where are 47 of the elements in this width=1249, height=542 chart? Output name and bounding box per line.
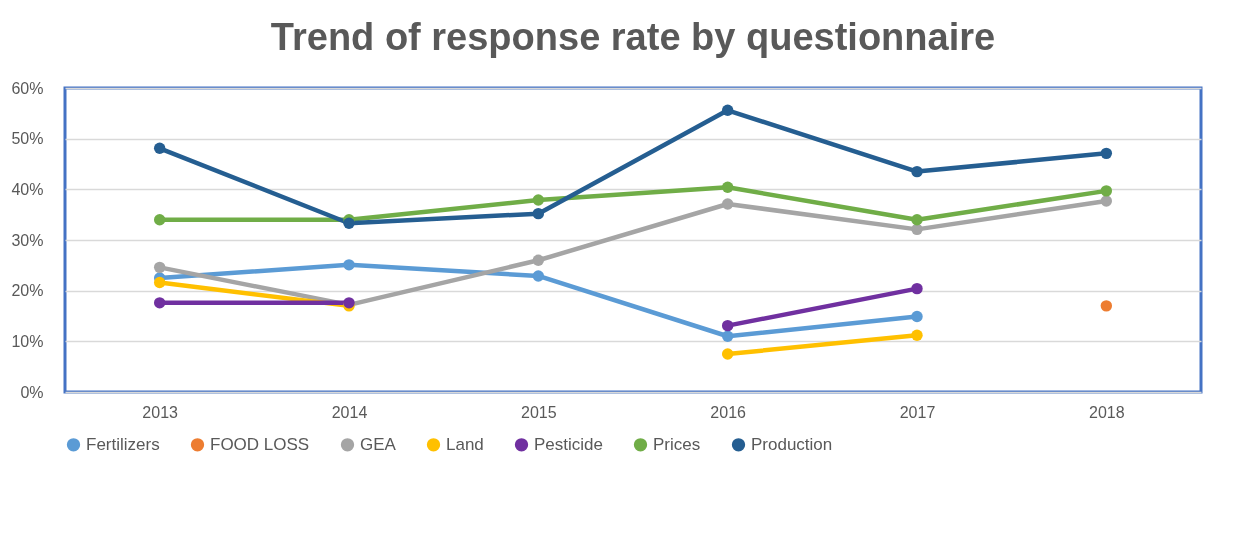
- y-tick-label: 20%: [11, 282, 44, 300]
- legend-label: Fertilizers: [86, 434, 160, 454]
- point: [153, 142, 166, 154]
- legend-label: FOOD LOSS: [210, 434, 310, 454]
- point: [721, 181, 734, 193]
- point: [911, 329, 923, 341]
- point: [911, 223, 923, 236]
- point: [721, 319, 734, 332]
- legend-label: Land: [446, 434, 484, 454]
- y-tick-label: 50%: [11, 130, 44, 148]
- point: [153, 297, 166, 309]
- point: [1100, 300, 1113, 312]
- point: [1100, 195, 1113, 207]
- point: [153, 214, 166, 226]
- x-tick-label: 2017: [899, 403, 936, 421]
- y-tick-label: 40%: [11, 180, 44, 198]
- x-tick-label: 2013: [142, 403, 179, 421]
- point: [911, 165, 923, 178]
- point: [911, 310, 923, 323]
- x-tick-label: 2018: [1089, 403, 1125, 421]
- y-tick-label: 0%: [20, 383, 44, 401]
- y-tick-label: 60%: [11, 79, 44, 97]
- point: [153, 276, 166, 289]
- x-tick-label: 2016: [710, 403, 747, 421]
- point: [532, 194, 545, 206]
- point: [532, 207, 545, 220]
- point: [911, 214, 923, 226]
- y-tick-label: 30%: [11, 231, 44, 249]
- point: [1100, 147, 1113, 160]
- point: [153, 261, 166, 274]
- legend-label: Pesticide: [534, 434, 603, 454]
- x-tick-label: 2014: [331, 403, 368, 421]
- chart-title: Trend of response rate by questionnaire: [270, 16, 996, 58]
- point: [532, 254, 545, 266]
- point: [721, 104, 734, 116]
- point: [721, 348, 734, 360]
- y-tick-label: 10%: [11, 332, 44, 350]
- point: [721, 330, 734, 342]
- point: [532, 270, 545, 282]
- point: [343, 259, 355, 271]
- legend-label: Production: [751, 434, 833, 454]
- legend-label: Prices: [653, 434, 701, 454]
- legend-label: GEA: [360, 434, 397, 454]
- x-tick-label: 2015: [521, 403, 557, 421]
- point: [911, 282, 923, 295]
- point: [721, 198, 734, 210]
- point: [1100, 185, 1113, 197]
